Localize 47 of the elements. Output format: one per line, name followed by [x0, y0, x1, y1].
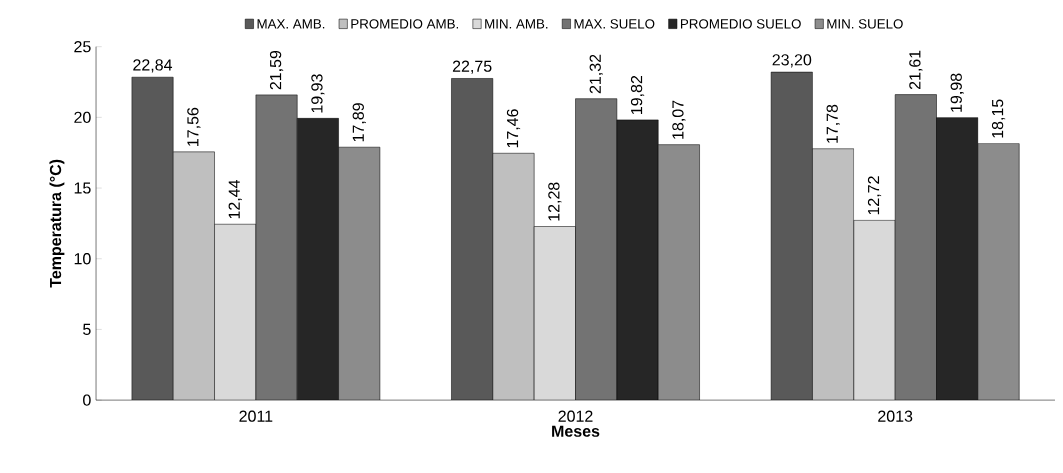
data-label: 21,32 — [589, 54, 603, 93]
x-tick-label: 2012 — [558, 410, 593, 422]
bar — [894, 94, 937, 400]
x-axis-title: Meses — [552, 425, 600, 437]
bar — [936, 117, 979, 400]
y-tick-label: 0 — [83, 394, 91, 406]
legend-label: MAX. AMB. — [257, 18, 325, 29]
data-label: 17,78 — [826, 104, 840, 143]
bar — [492, 153, 535, 400]
legend-label: MIN. SUELO — [827, 18, 903, 29]
x-tick-label: 2013 — [878, 410, 913, 422]
y-tick-label: 5 — [83, 323, 91, 335]
legend-label: MAX. SUELO — [574, 18, 655, 29]
data-label: 18,07 — [672, 100, 686, 139]
data-label: 18,15 — [991, 99, 1006, 138]
y-axis-title: Temperatura (°C) — [49, 159, 65, 288]
legend-label: MIN. AMB. — [485, 18, 548, 29]
data-label: 12,44 — [228, 179, 242, 219]
y-tick-label: 25 — [74, 40, 91, 53]
bar — [173, 151, 215, 400]
bar — [770, 71, 813, 400]
bar — [812, 148, 855, 400]
data-label: 17,46 — [506, 108, 521, 148]
bar — [575, 98, 617, 400]
y-tick-label: 20 — [74, 111, 91, 123]
x-tick-label: 2011 — [239, 410, 273, 422]
bar — [131, 76, 174, 400]
legend-label: PROMEDIO AMB. — [351, 18, 459, 29]
data-label: 21,61 — [909, 50, 923, 89]
bar — [297, 118, 339, 400]
data-label: 17,89 — [352, 102, 366, 142]
legend-label: PROMEDIO SUELO — [680, 18, 801, 29]
data-label: 22,84 — [133, 59, 173, 73]
y-tick-label: 10 — [74, 252, 91, 265]
y-tick-label: 15 — [74, 182, 91, 194]
data-label: 12,72 — [867, 176, 882, 215]
data-label: 19,98 — [950, 73, 964, 112]
data-label: 21,59 — [269, 50, 284, 90]
data-label: 19,82 — [630, 75, 645, 114]
data-label: 17,56 — [187, 107, 201, 146]
bar — [255, 94, 298, 400]
bar — [616, 119, 659, 400]
data-label: 22,75 — [452, 60, 492, 74]
data-label: 23,20 — [772, 53, 812, 68]
data-label: 19,93 — [311, 74, 325, 113]
data-label: 12,28 — [548, 182, 562, 221]
bar — [451, 78, 493, 400]
